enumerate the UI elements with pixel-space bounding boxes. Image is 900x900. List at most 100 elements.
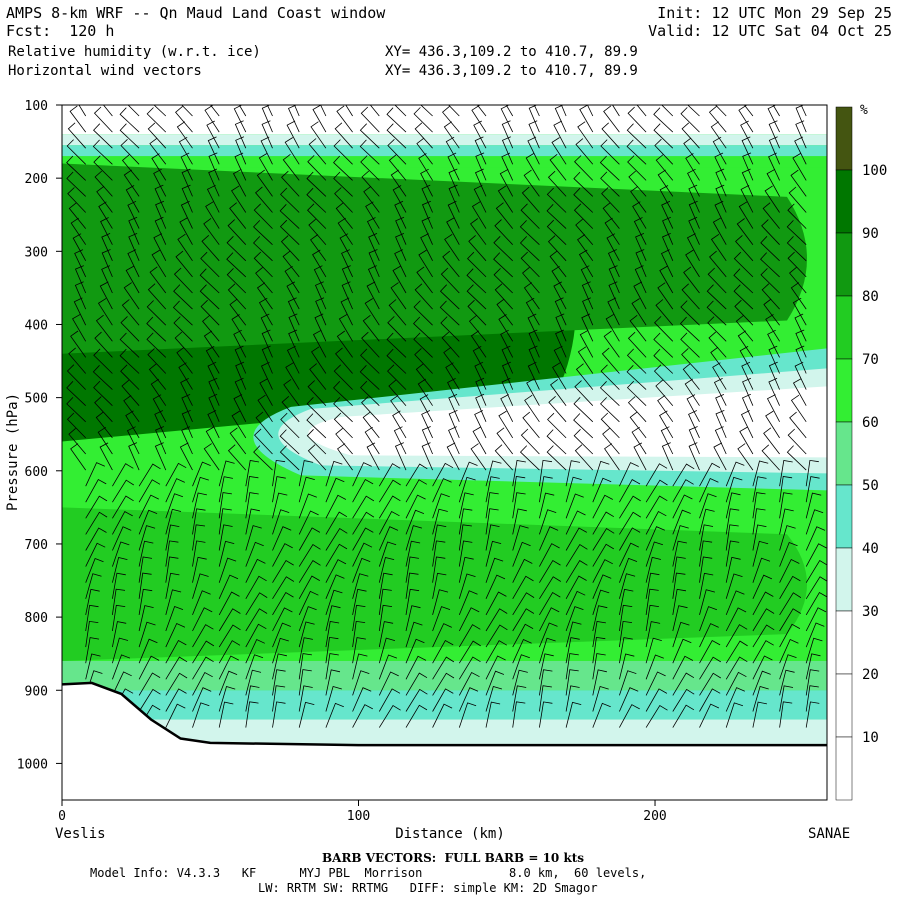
wind-barb xyxy=(325,686,342,712)
wind-barb xyxy=(112,511,133,535)
wind-barb xyxy=(712,362,727,390)
wind-barb xyxy=(795,105,807,133)
wind-barb xyxy=(672,605,688,632)
y-tick-label: 600 xyxy=(25,465,48,480)
wind-barb xyxy=(474,168,487,197)
wind-barb xyxy=(653,107,674,133)
wind-barb xyxy=(341,249,353,278)
wind-barb xyxy=(528,345,540,374)
wind-barb xyxy=(645,588,659,615)
wind-barb xyxy=(619,495,641,519)
wind-barb xyxy=(414,283,433,310)
wind-barb xyxy=(138,688,161,712)
wind-barb xyxy=(645,479,668,503)
wind-barb xyxy=(805,492,822,519)
wind-barb xyxy=(581,281,594,310)
wind-barb xyxy=(155,200,167,229)
wind-barb xyxy=(181,105,193,117)
wind-barb xyxy=(288,329,300,358)
wind-barb xyxy=(192,656,214,680)
wind-barb xyxy=(444,233,460,262)
wind-barb xyxy=(394,249,407,278)
wind-barb xyxy=(512,541,531,567)
wind-barb xyxy=(672,525,689,551)
wind-barb xyxy=(680,332,700,358)
wind-barb xyxy=(606,233,620,261)
wind-barb xyxy=(181,426,193,455)
wind-barb xyxy=(298,560,321,583)
terrain-line xyxy=(62,681,827,747)
wind-barb xyxy=(416,266,433,294)
wind-barb xyxy=(245,492,259,519)
wind-barb xyxy=(119,348,140,374)
wind-barb xyxy=(432,623,452,648)
terrain-ground xyxy=(62,682,827,800)
wind-barb xyxy=(458,476,476,503)
wind-barb xyxy=(364,426,380,455)
wind-barb xyxy=(565,653,579,680)
wind-barb xyxy=(772,105,780,117)
wind-barb xyxy=(147,283,167,310)
wind-barb xyxy=(739,346,754,374)
wind-barb xyxy=(387,139,407,165)
wind-barb xyxy=(258,297,273,326)
wind-barb xyxy=(352,573,369,599)
wind-barb xyxy=(752,508,766,535)
wind-barb xyxy=(306,429,327,455)
wind-barb xyxy=(458,461,478,487)
wind-barb xyxy=(218,640,241,664)
wind-barb xyxy=(565,590,586,616)
wind-barb xyxy=(298,669,312,696)
wind-barb xyxy=(325,653,339,680)
wind-barb xyxy=(512,638,532,664)
wind-barb xyxy=(495,202,514,229)
wind-barb xyxy=(173,316,193,342)
wind-barb xyxy=(619,670,637,696)
wind-barb xyxy=(334,122,353,149)
wind-barb xyxy=(218,540,235,567)
wind-barb xyxy=(768,136,780,165)
wind-barb xyxy=(573,429,594,455)
wind-barb xyxy=(653,332,674,358)
wind-barb xyxy=(600,139,620,165)
wind-barb xyxy=(592,702,611,728)
wind-barb xyxy=(475,377,487,406)
wind-barb xyxy=(445,362,460,390)
wind-barb xyxy=(790,169,807,197)
wind-barb xyxy=(714,200,727,229)
wind-barb xyxy=(761,219,780,245)
wind-barb xyxy=(752,608,775,632)
wind-barb xyxy=(85,462,105,487)
wind-barb xyxy=(725,607,747,632)
wind-barb xyxy=(493,252,513,278)
wind-barb xyxy=(555,329,567,358)
wind-barb xyxy=(512,575,534,600)
wind-barb xyxy=(725,573,743,599)
wind-barb xyxy=(335,202,353,229)
wind-barb xyxy=(364,298,380,326)
wind-barb xyxy=(432,508,448,535)
wind-barb xyxy=(579,329,594,358)
wind-barb xyxy=(470,218,487,245)
wind-barb xyxy=(448,184,460,213)
wind-barb xyxy=(645,495,668,519)
wind-barb xyxy=(149,137,167,165)
wind-barb xyxy=(352,653,368,680)
wind-barb xyxy=(473,120,487,149)
wind-barb xyxy=(233,394,247,422)
wind-barb xyxy=(520,203,540,229)
wind-barb xyxy=(634,265,647,294)
wind-barb xyxy=(325,669,341,696)
colorbar-swatch xyxy=(835,673,853,738)
wind-barb xyxy=(432,606,451,632)
wind-barb xyxy=(283,379,300,406)
wind-barb xyxy=(577,234,594,262)
wind-barb xyxy=(310,234,327,262)
wind-barb xyxy=(600,364,620,390)
wind-barb xyxy=(787,428,807,455)
humidity-fill xyxy=(62,105,827,800)
wind-barb xyxy=(792,378,807,406)
wind-barb xyxy=(405,704,428,728)
wind-barb xyxy=(165,639,187,664)
wind-barb xyxy=(227,444,247,471)
